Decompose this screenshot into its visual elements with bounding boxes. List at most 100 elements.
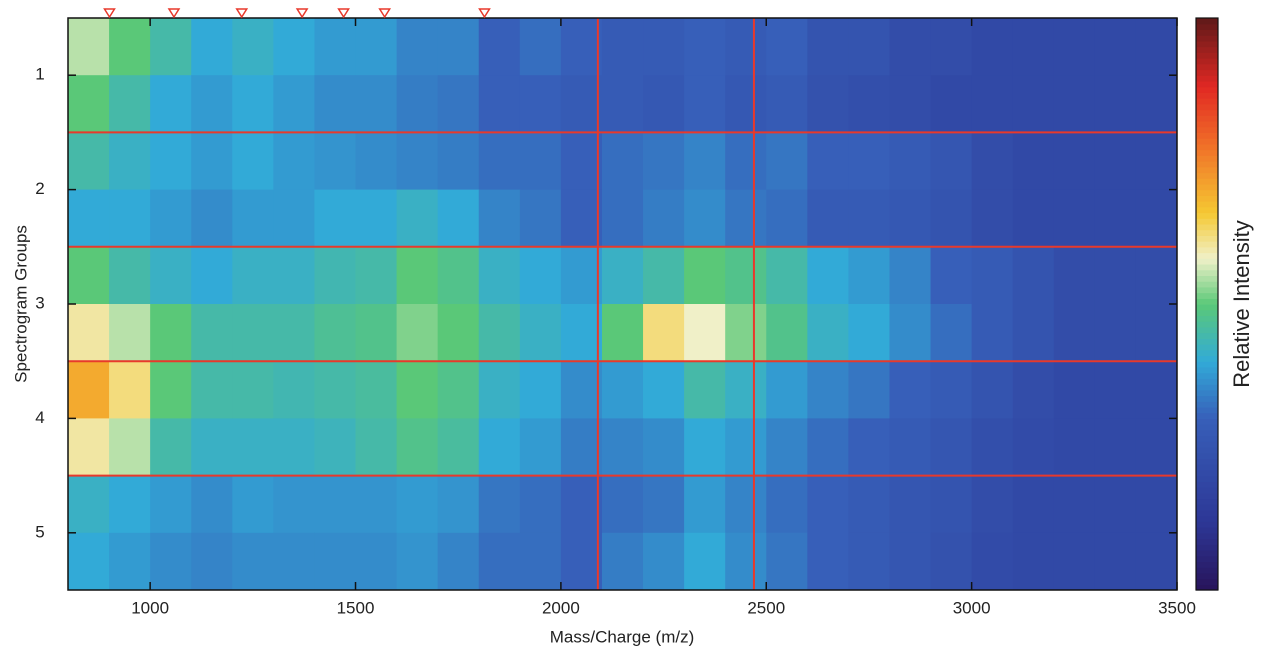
heatmap-cell <box>601 532 644 591</box>
heatmap-cell <box>355 475 398 534</box>
heatmap-cell <box>1135 475 1178 534</box>
heatmap-cell <box>191 75 233 133</box>
heatmap-cell <box>314 475 357 534</box>
heatmap-cell <box>930 189 973 248</box>
heatmap-cell <box>1012 132 1055 191</box>
heatmap-cell <box>232 75 274 133</box>
peak-marker <box>478 8 491 19</box>
heatmap-cell <box>684 189 726 248</box>
heatmap-cell <box>1094 189 1137 248</box>
heatmap-cell <box>191 418 233 477</box>
colorbar-step <box>1196 292 1218 299</box>
heatmap-cell <box>1053 246 1096 305</box>
colorbar-step <box>1196 63 1218 71</box>
heatmap-cell <box>1053 189 1096 248</box>
colorbar-step <box>1196 155 1218 162</box>
heatmap-cell <box>560 75 603 133</box>
heatmap-cell <box>68 189 110 248</box>
heatmap-cell <box>889 418 932 477</box>
y-tick-label: 3 <box>35 293 44 312</box>
colorbar-step <box>1196 149 1218 156</box>
heatmap-cell <box>396 246 439 305</box>
colorbar-step <box>1196 109 1218 116</box>
heatmap-cell <box>396 532 439 591</box>
heatmap-cell <box>68 361 110 419</box>
heatmap-cell <box>807 532 849 591</box>
colorbar-step <box>1196 132 1218 139</box>
colorbar-step <box>1196 475 1218 482</box>
heatmap-cell <box>109 418 151 477</box>
colorbar-step <box>1196 201 1218 208</box>
heatmap-cell <box>273 189 315 248</box>
heatmap-cell <box>971 475 1014 534</box>
colorbar-step <box>1196 435 1218 442</box>
peak-marker <box>235 8 249 19</box>
colorbar-step <box>1196 326 1218 334</box>
colorbar-step <box>1196 372 1218 379</box>
colorbar-step <box>1196 487 1218 494</box>
heatmap-cell <box>971 361 1014 419</box>
heatmap-cell <box>725 18 767 76</box>
colorbar-step <box>1196 161 1218 168</box>
colorbar-step <box>1196 223 1218 231</box>
colorbar-step <box>1196 206 1218 214</box>
heatmap-cell <box>519 246 562 305</box>
heatmap-cell <box>478 132 521 191</box>
heatmap-cell <box>1012 361 1055 419</box>
heatmap-cell <box>355 418 398 477</box>
heatmap-cell <box>684 304 726 362</box>
heatmap-cell <box>807 18 849 76</box>
heatmap-cell <box>109 18 151 76</box>
heatmap-cell <box>725 75 767 133</box>
heatmap-cell <box>191 189 233 248</box>
heatmap-cell <box>478 304 521 362</box>
heatmap-cell <box>478 475 521 534</box>
heatmap-cell <box>1094 18 1137 76</box>
heatmap-cell <box>848 532 890 591</box>
heatmap-cell <box>848 246 890 305</box>
heatmap-cell <box>1135 132 1178 191</box>
heatmap-cell <box>971 75 1014 133</box>
heatmap-cell <box>601 18 644 76</box>
colorbar-step <box>1196 344 1218 351</box>
heatmap-cell <box>355 75 398 133</box>
heatmap-cell <box>971 532 1014 591</box>
colorbar-step <box>1196 178 1218 185</box>
colorbar-step <box>1196 40 1218 48</box>
heatmap-cell <box>889 189 932 248</box>
heatmap-cell <box>109 75 151 133</box>
heatmap-cell <box>191 18 233 76</box>
colorbar-step <box>1196 378 1218 385</box>
heatmap-cell <box>1012 418 1055 477</box>
heatmap-cell <box>1135 361 1178 419</box>
heatmap-cell <box>601 132 644 191</box>
colorbar-step <box>1196 80 1218 88</box>
heatmap-cell <box>314 75 357 133</box>
heatmap-cell <box>643 418 685 477</box>
heatmap-cell <box>1135 304 1178 362</box>
heatmap-cell <box>889 246 932 305</box>
heatmap-cell <box>725 246 767 305</box>
colorbar-step <box>1196 252 1218 259</box>
heatmap-cell <box>643 189 685 248</box>
x-tick-label: 3000 <box>953 598 991 617</box>
colorbar-step <box>1196 309 1218 317</box>
colorbar-step <box>1196 412 1218 419</box>
x-axis-label: Mass/Charge (m/z) <box>550 627 695 646</box>
colorbar-step <box>1196 527 1218 534</box>
heatmap-cell <box>519 75 562 133</box>
heatmap-cell <box>109 475 151 534</box>
heatmap-cell <box>684 361 726 419</box>
heatmap-cell <box>519 532 562 591</box>
heatmap-cell <box>643 304 685 362</box>
colorbar-step <box>1196 18 1218 25</box>
colorbar-step <box>1196 229 1218 236</box>
heatmap-cell <box>684 132 726 191</box>
colorbar-step <box>1196 429 1218 437</box>
heatmap-cell <box>478 75 521 133</box>
heatmap-cell <box>273 361 315 419</box>
heatmap-cell <box>766 189 808 248</box>
colorbar-step <box>1196 69 1218 76</box>
heatmap-cell <box>68 304 110 362</box>
colorbar-step <box>1196 492 1218 500</box>
